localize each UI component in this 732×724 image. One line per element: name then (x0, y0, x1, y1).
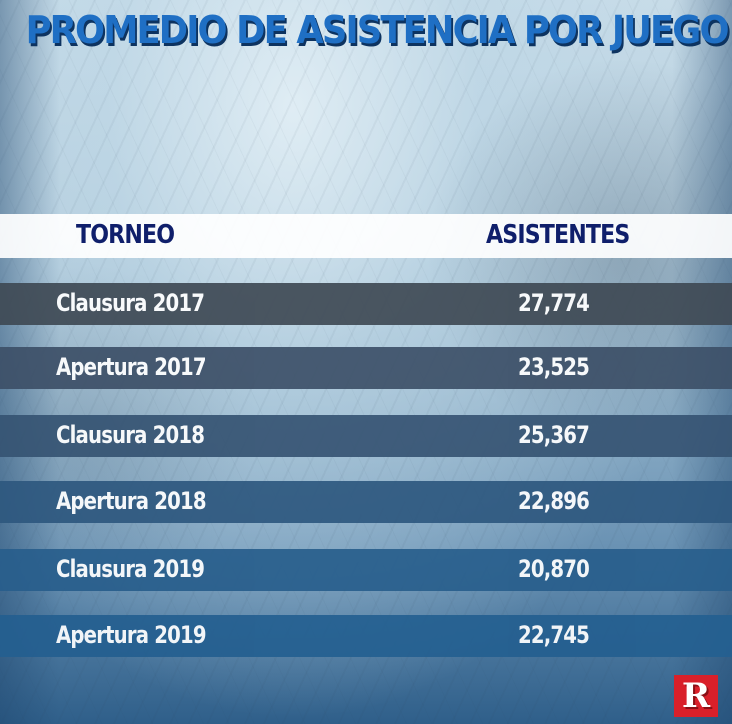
table-row: Apertura 2018 22,896 (0, 481, 732, 523)
chart-title: PROMEDIO DE ASISTENCIA POR JUEGO (25, 8, 730, 52)
table-row: Clausura 2019 20,870 (0, 549, 732, 591)
asistentes-cell: 22,745 (518, 621, 590, 649)
torneo-cell: Apertura 2018 (56, 487, 207, 515)
table-row: Clausura 2018 25,367 (0, 415, 732, 457)
torneo-cell: Clausura 2019 (56, 555, 205, 583)
torneo-cell: Clausura 2017 (56, 289, 205, 317)
torneo-cell: Clausura 2018 (56, 421, 205, 449)
table-row: Apertura 2019 22,745 (0, 615, 732, 657)
table-row: Clausura 2017 27,774 (0, 283, 732, 325)
torneo-cell: Apertura 2017 (56, 353, 207, 381)
asistentes-cell: 20,870 (518, 555, 590, 583)
torneo-cell: Apertura 2019 (56, 621, 207, 649)
column-header-torneo: TORNEO (76, 220, 175, 250)
table-row: Apertura 2017 23,525 (0, 347, 732, 389)
record-logo-icon: R (674, 675, 718, 717)
asistentes-cell: 27,774 (518, 289, 590, 317)
table-header: TORNEO ASISTENTES (0, 214, 732, 258)
asistentes-cell: 25,367 (518, 421, 590, 449)
column-header-asistentes: ASISTENTES (486, 220, 630, 250)
asistentes-cell: 23,525 (518, 353, 590, 381)
asistentes-cell: 22,896 (518, 487, 590, 515)
